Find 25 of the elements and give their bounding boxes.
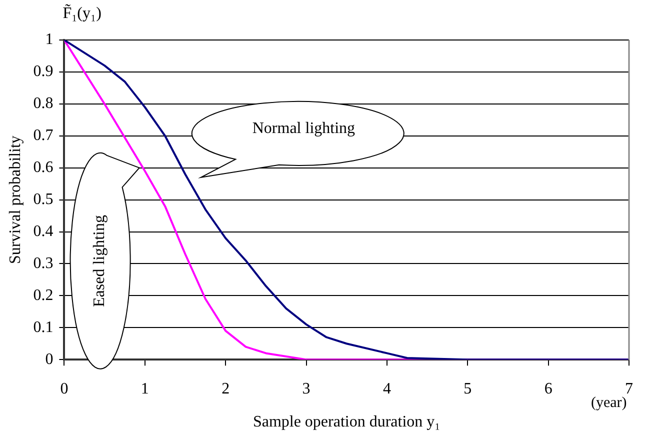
x-axis-title: Sample operation duration y₁ bbox=[252, 414, 440, 431]
x-tick-label: 1 bbox=[140, 380, 149, 398]
y-tick-label: 1 bbox=[45, 31, 54, 48]
x-tick-label: 3 bbox=[302, 380, 310, 398]
y-tick-label: 0.7 bbox=[33, 127, 54, 144]
y-tick-label: 0.2 bbox=[33, 286, 54, 304]
text: (year) bbox=[591, 395, 627, 412]
y-tick-label: 0.9 bbox=[33, 63, 54, 80]
y-tick-label: 0.5 bbox=[33, 191, 54, 208]
y-tick-label: 0.8 bbox=[33, 95, 54, 112]
text: Eased lighting bbox=[91, 214, 110, 307]
y-tick-label: 0.6 bbox=[33, 159, 54, 176]
x-tick-label: 5 bbox=[464, 380, 472, 398]
x-tick-label: 2 bbox=[222, 380, 230, 398]
y-axis-title: Survival probability bbox=[6, 136, 24, 264]
x-tick-label: 0 bbox=[60, 380, 68, 398]
y-tick-label: 0.4 bbox=[33, 222, 54, 240]
text: F̃₁(y₁) bbox=[62, 5, 102, 23]
text: Normal lighting bbox=[252, 120, 356, 138]
x-tick-label: 4 bbox=[382, 380, 391, 398]
x-tick-label: 7 bbox=[625, 380, 633, 398]
y-tick-label: 0 bbox=[45, 350, 54, 368]
x-tick-label: 6 bbox=[544, 380, 552, 398]
y-tick-label: 0.1 bbox=[33, 318, 54, 336]
y-tick-label: 0.3 bbox=[33, 254, 54, 272]
